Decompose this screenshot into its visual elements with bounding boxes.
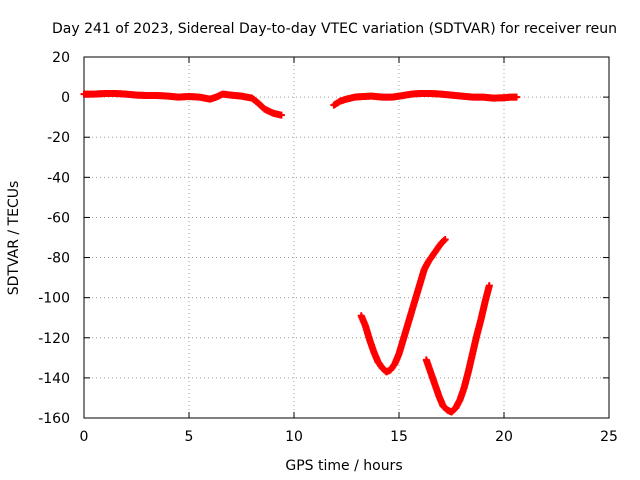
plus-marker	[277, 111, 285, 119]
x-tick-label: 10	[285, 429, 303, 445]
series-4	[422, 282, 493, 416]
plus-marker	[441, 236, 449, 244]
x-tick-label: 25	[600, 429, 618, 445]
series-1	[80, 90, 285, 119]
y-tick-label: 20	[52, 50, 70, 66]
y-tick-label: -140	[38, 371, 70, 387]
y-tick-label: -60	[47, 210, 70, 226]
x-axis-title: GPS time / hours	[285, 458, 402, 474]
series-3	[357, 236, 449, 376]
data-marks	[80, 90, 521, 416]
y-tick-label: -160	[38, 411, 70, 427]
x-tick-label: 20	[495, 429, 513, 445]
plus-marker	[513, 93, 521, 101]
y-tick-label: -80	[47, 251, 70, 267]
y-axis: 20 0 -20 -40 -60 -80 -100 -120 -140 -160	[38, 50, 609, 427]
plot-frame	[83, 56, 610, 419]
y-tick-label: -120	[38, 331, 70, 347]
y-axis-title: SDTVAR / TECUs	[6, 181, 22, 296]
chart-title: Day 241 of 2023, Sidereal Day-to-day VTE…	[52, 21, 617, 37]
x-tick-label: 15	[390, 429, 408, 445]
y-tick-label: -40	[47, 170, 70, 186]
x-tick-label: 5	[185, 429, 194, 445]
y-tick-label: 0	[61, 90, 70, 106]
grid	[84, 57, 609, 418]
series-2	[330, 90, 521, 109]
x-tick-label: 0	[80, 429, 89, 445]
plus-marker	[440, 237, 448, 245]
y-tick-label: -100	[38, 291, 70, 307]
y-tick-label: -20	[47, 130, 70, 146]
x-axis: 0 5 10 15 20 25	[80, 57, 618, 445]
plus-marker	[485, 282, 493, 290]
